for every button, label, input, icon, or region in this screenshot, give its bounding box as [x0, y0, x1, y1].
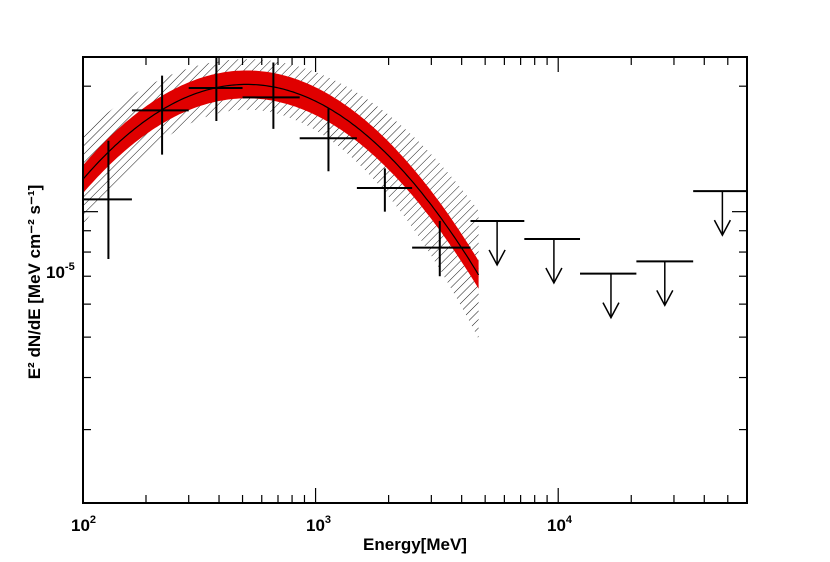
y-axis-title: E² dN/dE [MeV cm⁻² s⁻¹]: [25, 185, 44, 380]
x-tick-label-1000: 103: [306, 514, 331, 535]
down-arrow-icon: [488, 249, 506, 267]
flux-point: [356, 168, 413, 212]
flux-points: [83, 57, 471, 277]
flux-point: [188, 57, 243, 122]
confidence-hatch-band: [83, 59, 479, 339]
axis-ticks: [83, 57, 748, 504]
model-fit-red-band: [83, 70, 479, 289]
upper-limit: [524, 237, 581, 285]
flux-point: [83, 140, 132, 259]
x-tick-label-100: 102: [71, 514, 96, 535]
upper-limits: [470, 190, 747, 320]
flux-point: [131, 75, 189, 155]
flux-point: [412, 220, 471, 277]
upper-limit: [693, 190, 747, 237]
y-tick-label-1e-5: 10-5: [46, 261, 75, 282]
flux-point: [299, 108, 357, 172]
upper-limit: [470, 219, 525, 267]
down-arrow-icon: [713, 219, 732, 237]
x-axis-title: Energy[MeV]: [363, 535, 467, 554]
down-arrow-icon: [602, 302, 620, 320]
plot-frame: [82, 56, 748, 504]
y-tick-labels: 10-5: [46, 261, 75, 282]
upper-limit: [636, 260, 694, 307]
model-fit-line: [83, 83, 480, 276]
down-arrow-icon: [656, 289, 674, 307]
upper-limit: [580, 272, 637, 320]
x-tick-labels: 102 103 104: [71, 514, 573, 535]
down-arrow-icon: [545, 267, 563, 285]
flux-point: [242, 62, 300, 129]
x-tick-label-10000: 104: [547, 514, 573, 535]
plot-area: [83, 57, 747, 339]
